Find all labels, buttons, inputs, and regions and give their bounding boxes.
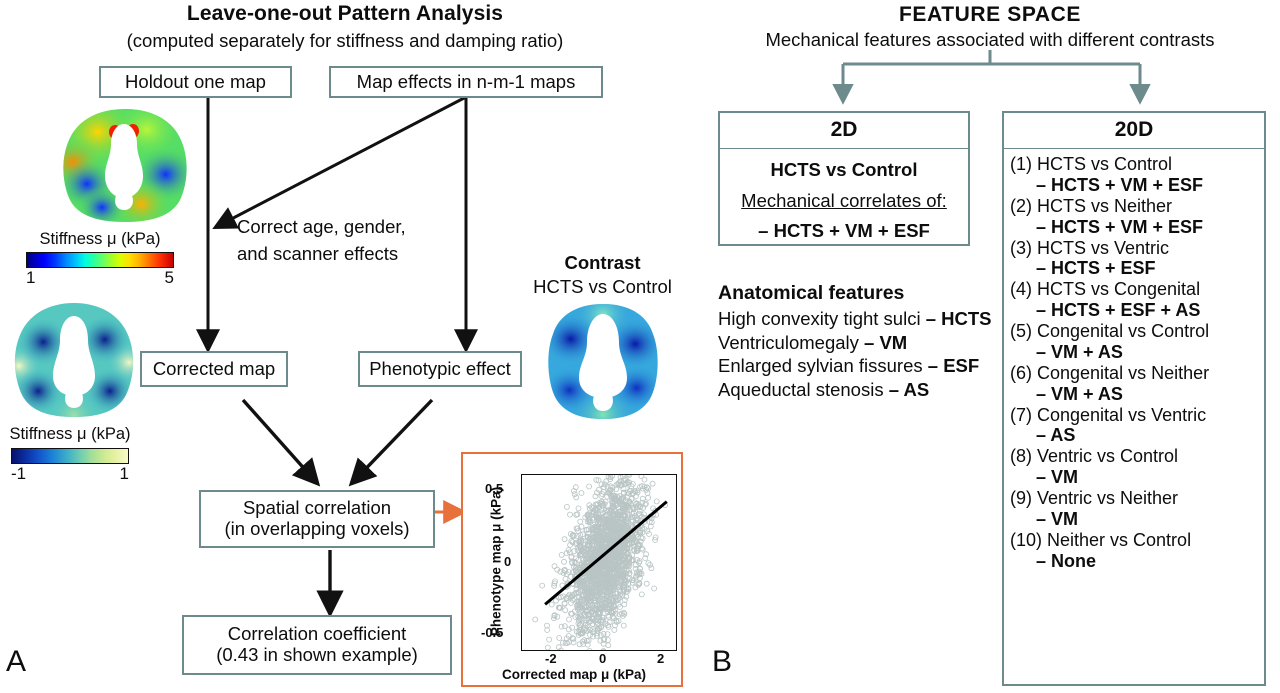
box-2d-header: 2D (720, 113, 968, 149)
panel-b-letter: B (712, 645, 733, 678)
box-correlation-coefficient-line1: Correlation coefficient (227, 623, 407, 645)
box-20d-item-contrast: (4) HCTS vs Congenital (1010, 279, 1201, 300)
box-2d-line3: – HCTS + VM + ESF (758, 220, 930, 241)
scatter-xtick-0: -2 (545, 651, 557, 666)
box-20d-item-contrast: (1) HCTS vs Control (1010, 154, 1173, 174)
colorbar-bottom-max: 1 (119, 464, 129, 483)
contrast-label-group: Contrast HCTS vs Control (510, 252, 695, 298)
box-20d-item-contrast: (7) Congenital vs Ventric (1010, 404, 1207, 425)
scatter-ytick-2: -0.5 (481, 625, 504, 640)
box-spatial-correlation[interactable]: Spatial correlation (in overlapping voxe… (199, 490, 435, 548)
colorbar-bottom-group: Stiffness μ (kPa) -1 1 (0, 425, 140, 484)
colorbar-top-min: 1 (26, 268, 36, 287)
box-2d[interactable]: 2D HCTS vs Control Mechanical correlates… (718, 111, 970, 246)
box-20d-item-contrast: (3) HCTS vs Ventric (1010, 237, 1170, 258)
anatomical-feature-row: Enlarged sylvian fissures – ESF (718, 355, 980, 377)
box-2d-line2: Mechanical correlates of: (741, 190, 947, 211)
box-corrected-map-label: Corrected map (152, 357, 276, 379)
correct-effects-label: Correct age, gender, and scanner effects (237, 216, 406, 265)
box-20d-item-features: – None (1036, 550, 1097, 571)
scatter-ytick-0: 0.5 (485, 481, 504, 496)
box-map-effects[interactable]: Map effects in n-m-1 maps (329, 66, 603, 98)
box-20d-item-features: – HCTS + ESF + AS (1036, 300, 1201, 321)
box-20d-item-contrast: (2) HCTS vs Neither (1010, 195, 1173, 216)
box-20d-item-contrast: (8) Ventric vs Control (1010, 446, 1179, 467)
box-20d-item-contrast: (9) Ventric vs Neither (1010, 488, 1179, 508)
colorbar-bottom-gradient (11, 448, 129, 464)
scatter-ylabel: Phenotype map μ (kPa) (488, 486, 504, 637)
colorbar-top-max: 5 (164, 268, 174, 287)
box-map-effects-label: Map effects in n-m-1 maps (356, 70, 576, 92)
scatter-inset[interactable]: Phenotype map μ (kPa) Corrected map μ (k… (461, 452, 683, 687)
box-20d-item-features: – VM (1036, 508, 1079, 529)
box-20d-item-features: – VM + AS (1036, 383, 1123, 404)
scatter-xlabel: Corrected map μ (kPa) (501, 667, 647, 682)
box-correlation-coefficient-line2: (0.43 in shown example) (216, 644, 418, 665)
panel-a-letter: A (6, 645, 27, 678)
anatomical-features-title: Anatomical features (718, 282, 905, 304)
correct-effects-line2: and scanner effects (237, 243, 399, 264)
colorbar-bottom-label: Stiffness μ (kPa) (9, 425, 131, 443)
colorbar-top-label: Stiffness μ (kPa) (39, 230, 161, 248)
box-20d-header: 20D (1004, 113, 1264, 149)
brain-map-corrected (10, 300, 138, 420)
box-spatial-correlation-line2: (in overlapping voxels) (224, 518, 410, 539)
panel-a-title: Leave-one-out Pattern Analysis (186, 2, 504, 25)
box-20d-item-features: – HCTS + VM + ESF (1036, 216, 1204, 237)
colorbar-bottom-min: -1 (11, 464, 27, 483)
box-20d-item-features: – HCTS + ESF (1036, 258, 1156, 279)
box-phenotypic-effect[interactable]: Phenotypic effect (358, 351, 522, 387)
panel-b-subtitle: Mechanical features associated with diff… (765, 29, 1215, 50)
box-20d-item-contrast: (10) Neither vs Control (1010, 529, 1192, 550)
box-20d-list: (1) HCTS vs Control – HCTS + VM + ESF (2) … (1004, 149, 1264, 576)
anatomical-feature-row: Aqueductal stenosis – AS (718, 379, 930, 401)
panel-a-subtitle: (computed separately for stiffness and d… (126, 30, 564, 51)
correct-effects-line1: Correct age, gender, (237, 216, 406, 237)
scatter-xtick-1: 0 (599, 651, 607, 666)
box-20d-item-features: – AS (1036, 425, 1076, 446)
box-20d-item-features: – HCTS + VM + ESF (1036, 174, 1204, 195)
box-holdout-label: Holdout one map (125, 70, 266, 92)
scatter-ytick-1: 0 (504, 554, 512, 569)
box-20d-item-contrast: (5) Congenital vs Control (1010, 321, 1210, 341)
box-corrected-map[interactable]: Corrected map (140, 351, 288, 387)
colorbar-top-gradient (26, 252, 174, 268)
box-correlation-coefficient[interactable]: Correlation coefficient (0.43 in shown e… (182, 615, 452, 675)
colorbar-top-group: Stiffness μ (kPa) 1 5 (2, 230, 198, 288)
box-20d-item-features: – VM + AS (1036, 341, 1123, 362)
box-2d-body: HCTS vs Control Mechanical correlates of… (720, 149, 968, 252)
contrast-title: Contrast (564, 252, 641, 273)
box-20d[interactable]: 20D (1) HCTS vs Control – HCTS + VM + ESF… (1002, 111, 1266, 686)
box-20d-item-contrast: (6) Congenital vs Neither (1010, 362, 1210, 383)
anatomical-features-list: High convexity tight sulci – HCTS Ventric… (718, 307, 992, 402)
scatter-xtick-2: 2 (657, 651, 665, 666)
scatter-plot-area (521, 474, 677, 651)
box-spatial-correlation-line1: Spatial correlation (242, 497, 392, 519)
box-holdout-one-map[interactable]: Holdout one map (99, 66, 292, 98)
panel-b-title: FEATURE SPACE (898, 3, 1082, 26)
anatomical-features-group: Anatomical features High convexity tight… (718, 282, 992, 402)
brain-map-stiffness-jet (57, 106, 193, 224)
box-20d-item-features: – VM (1036, 467, 1079, 488)
anatomical-feature-row: High convexity tight sulci – HCTS (718, 308, 992, 329)
contrast-subtitle: HCTS vs Control (533, 276, 672, 297)
box-2d-line1: HCTS vs Control (770, 159, 918, 180)
anatomical-feature-row: Ventriculomegaly – VM (718, 331, 908, 353)
box-phenotypic-effect-label: Phenotypic effect (369, 357, 511, 379)
brain-map-contrast (533, 300, 673, 422)
